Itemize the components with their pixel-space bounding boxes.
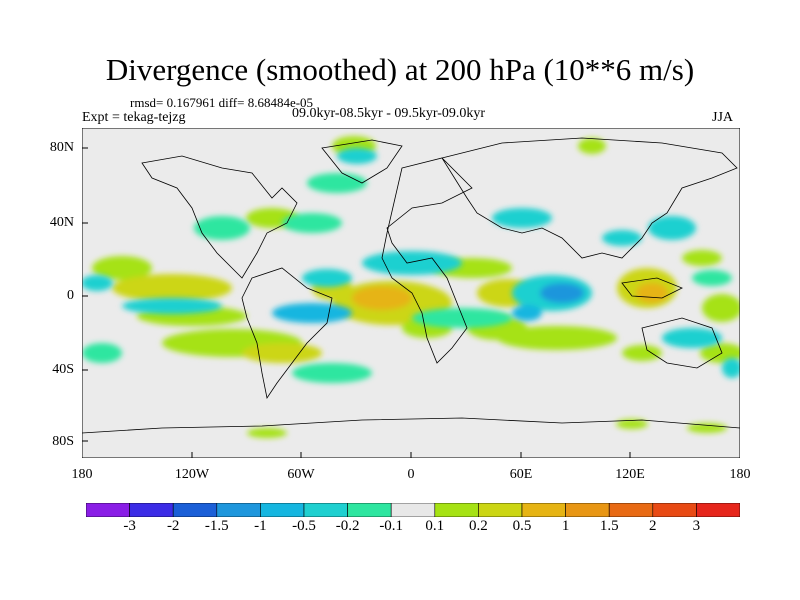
- lon-label-180e: 180: [729, 467, 751, 482]
- north-america-coast: [141, 155, 298, 279]
- colorbar-box: [129, 503, 174, 517]
- asia-coast: [441, 137, 738, 259]
- colorbar-box: [565, 503, 610, 517]
- colorbar-label: 1: [561, 518, 570, 534]
- period-label: 09.0kyr-08.5kyr - 09.5kyr-09.0kyr: [292, 106, 486, 121]
- divergence-map: [82, 128, 740, 458]
- lat-label-80n: 80N: [49, 140, 74, 155]
- greenland-coast: [321, 139, 403, 184]
- colorbar-box: [696, 503, 740, 517]
- colorbar-label: -2: [166, 518, 180, 534]
- lat-label-0: 0: [67, 288, 74, 303]
- stats-text: rmsd= 0.167961 diff= 8.68484e-05: [130, 95, 314, 110]
- colorbar-label: -0.1: [379, 518, 404, 534]
- lon-label-180w: 180: [71, 467, 93, 482]
- colorbar-box: [216, 503, 261, 517]
- season-label: JJA: [712, 110, 734, 125]
- lon-label-60w: 60W: [287, 467, 315, 482]
- lat-label-40s: 40S: [52, 362, 74, 377]
- south-america-coast: [241, 267, 333, 400]
- colorbar: [86, 503, 740, 517]
- colorbar-box: [390, 503, 436, 517]
- colorbar-label: -0.2: [335, 518, 360, 534]
- colorbar-label: 2: [649, 518, 657, 534]
- colorbar-label: 0.2: [469, 518, 488, 534]
- lat-label-80s: 80S: [52, 434, 74, 449]
- colorbar-label: -1.5: [204, 518, 229, 534]
- lon-label-120e: 120E: [615, 467, 645, 482]
- colorbar-box: [652, 503, 697, 517]
- colorbar-label: 0.1: [425, 518, 445, 534]
- colorbar-label: 1.5: [599, 518, 619, 534]
- colorbar-label: -1: [254, 518, 267, 534]
- colorbar-label: -0.5: [292, 518, 316, 534]
- colorbar-box: [521, 503, 566, 517]
- colorbar-label: 3: [692, 518, 701, 534]
- lon-label-120w: 120W: [174, 467, 210, 482]
- europe-africa-coast: [381, 157, 473, 364]
- antarctica-coast: [82, 417, 740, 434]
- lon-label-60e: 60E: [509, 467, 533, 482]
- maritime-continent-coast: [621, 277, 683, 299]
- colorbar-label: -3: [123, 518, 136, 534]
- coastlines: [82, 137, 740, 434]
- lat-label-40n: 40N: [49, 215, 74, 230]
- colorbar-box: [260, 503, 305, 517]
- colorbar-box: [86, 503, 130, 517]
- negative-anomalies: [82, 148, 740, 383]
- lon-label-0: 0: [407, 467, 415, 482]
- colorbar-box: [303, 503, 348, 517]
- map-ticks: [82, 147, 631, 458]
- plot-title: Divergence (smoothed) at 200 hPa (10**6 …: [105, 52, 695, 87]
- colorbar-box: [172, 503, 218, 517]
- experiment-label: Expt = tekag-tejzg: [82, 110, 186, 125]
- colorbar-box: [478, 503, 523, 517]
- colorbar-box: [608, 503, 654, 517]
- colorbar-box: [347, 503, 392, 517]
- colorbar-box: [434, 503, 479, 517]
- colorbar-label: 0.5: [512, 518, 532, 534]
- australia-coast: [641, 317, 723, 369]
